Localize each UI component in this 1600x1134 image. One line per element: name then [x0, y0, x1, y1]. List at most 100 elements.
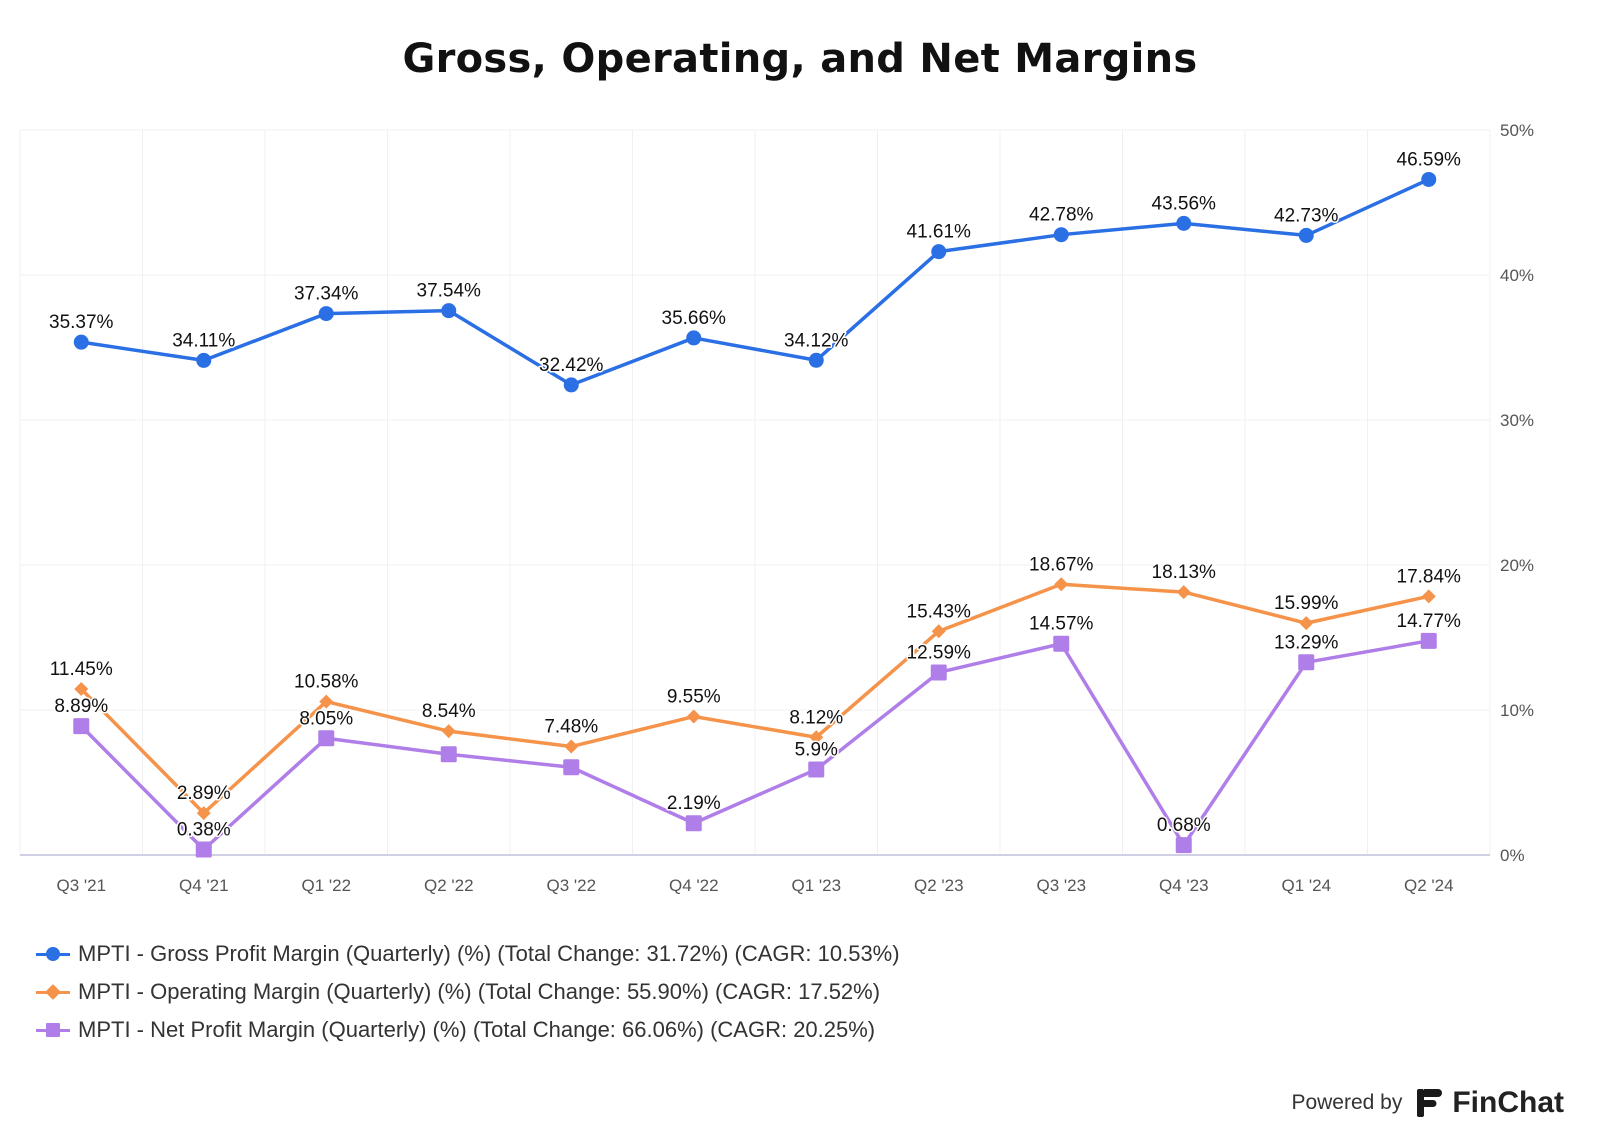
data-point-circle: [441, 303, 457, 319]
data-point-square: [440, 746, 457, 763]
data-label: 41.61%: [907, 222, 972, 243]
data-label: 8.12%: [789, 707, 843, 728]
y-tick-label: 20%: [1500, 556, 1534, 575]
data-label: 7.48%: [544, 717, 598, 738]
data-point-square: [1175, 837, 1192, 854]
data-point-square: [808, 761, 825, 778]
data-point-diamond: [196, 806, 211, 821]
data-label: 11.45%: [50, 659, 113, 680]
x-tick-label: Q1 '24: [1281, 876, 1331, 895]
data-point-square: [195, 841, 212, 858]
x-tick-label: Q4 '21: [179, 876, 229, 895]
data-point-square: [1053, 635, 1070, 652]
data-label: 35.66%: [662, 308, 727, 329]
y-tick-label: 30%: [1500, 411, 1534, 430]
legend-label: MPTI - Operating Margin (Quarterly) (%) …: [78, 979, 881, 1004]
data-point-diamond: [1299, 616, 1314, 631]
data-point-square: [73, 718, 90, 735]
data-label: 37.34%: [294, 284, 359, 305]
legend-item-gross-margin[interactable]: MPTI - Gross Profit Margin (Quarterly) (…: [36, 935, 900, 973]
finchat-logo-icon: [1417, 1089, 1443, 1117]
x-tick-label: Q1 '22: [301, 876, 351, 895]
data-label: 8.54%: [422, 701, 476, 722]
data-label: 17.84%: [1397, 566, 1462, 587]
data-point-circle: [1298, 227, 1314, 243]
data-label: 34.12%: [784, 330, 849, 351]
data-point-diamond: [809, 730, 824, 745]
legend-item-operating-margin[interactable]: MPTI - Operating Margin (Quarterly) (%) …: [36, 973, 900, 1011]
data-label: 0.38%: [177, 819, 231, 840]
series-line-circle: [79, 177, 1431, 387]
data-point-diamond: [1176, 585, 1191, 600]
data-label: 10.58%: [294, 672, 359, 693]
data-point-circle: [808, 352, 824, 368]
x-tick-label: Q2 '24: [1404, 876, 1454, 895]
y-tick-label: 0%: [1500, 846, 1525, 865]
data-point-circle: [1053, 227, 1069, 243]
data-labels: 35.37% 34.11% 37.34% 37.54% 32.42% 35.66% 34.1…: [48, 148, 1463, 842]
x-tick-label: Q4 '23: [1159, 876, 1209, 895]
legend-item-net-margin[interactable]: MPTI - Net Profit Margin (Quarterly) (%)…: [36, 1011, 900, 1049]
legend-circle-marker-icon: [36, 944, 70, 964]
data-point-diamond: [931, 624, 946, 639]
data-label: 43.56%: [1152, 193, 1217, 214]
axes: 0% 10% 20% 30% 40% 50% Q3 '21 Q4 '21 Q1 '22 Q2 '2…: [20, 121, 1534, 895]
data-point-diamond: [1054, 577, 1069, 592]
data-point-diamond: [74, 681, 89, 696]
y-tick-label: 10%: [1500, 701, 1534, 720]
data-label: 37.54%: [417, 281, 482, 302]
data-point-circle: [931, 244, 947, 260]
powered-by-branding[interactable]: Powered by FinChat: [1291, 1086, 1564, 1120]
x-tick-label: Q2 '22: [424, 876, 474, 895]
data-point-diamond: [686, 709, 701, 724]
x-tick-label: Q4 '22: [669, 876, 719, 895]
data-label: 15.43%: [907, 601, 972, 622]
data-label: 12.59%: [907, 642, 972, 663]
x-tick-label: Q2 '23: [914, 876, 964, 895]
x-tick-label: Q1 '23: [791, 876, 841, 895]
data-label: 2.89%: [177, 783, 231, 804]
data-label: 32.42%: [539, 355, 604, 376]
legend-diamond-marker-icon: [36, 982, 70, 1002]
data-label: 42.73%: [1274, 205, 1339, 226]
data-point-diamond: [1421, 589, 1436, 604]
data-point-square: [1298, 654, 1315, 671]
data-point-circle: [1421, 171, 1437, 187]
x-tick-label: Q3 '21: [56, 876, 106, 895]
data-point-square: [563, 759, 580, 776]
data-label: 14.77%: [1397, 611, 1462, 632]
legend-label: MPTI - Net Profit Margin (Quarterly) (%)…: [78, 1017, 876, 1042]
data-point-circle: [1176, 215, 1192, 231]
x-tick-label: Q3 '23: [1036, 876, 1086, 895]
x-tick-label: Q3 '22: [546, 876, 596, 895]
data-label: 13.29%: [1274, 632, 1339, 653]
data-label: 8.89%: [54, 696, 108, 717]
data-label: 14.57%: [1029, 614, 1094, 635]
data-point-circle: [196, 352, 212, 368]
data-label: 8.05%: [299, 708, 353, 729]
data-label: 35.37%: [49, 312, 114, 333]
data-point-circle: [563, 377, 579, 393]
data-label: 46.59%: [1397, 149, 1462, 170]
data-label: 2.19%: [667, 793, 721, 814]
legend-square-marker-icon: [36, 1020, 70, 1040]
legend-label: MPTI - Gross Profit Margin (Quarterly) (…: [78, 941, 900, 966]
series-plot: [73, 171, 1437, 858]
data-point-circle: [73, 334, 89, 350]
data-point-circle: [686, 330, 702, 346]
data-label: 18.67%: [1029, 554, 1094, 575]
data-label: 0.68%: [1157, 815, 1211, 836]
y-tick-label: 40%: [1500, 266, 1534, 285]
data-label: 18.13%: [1152, 562, 1217, 583]
data-point-circle: [318, 306, 334, 322]
data-point-diamond: [441, 724, 456, 739]
data-point-square: [685, 815, 702, 832]
data-label: 42.78%: [1029, 205, 1094, 226]
data-label: 34.11%: [172, 330, 235, 351]
data-point-square: [930, 664, 947, 681]
data-label: 5.9%: [795, 739, 838, 760]
powered-by-text: Powered by: [1291, 1091, 1403, 1114]
data-point-diamond: [319, 694, 334, 709]
data-label: 9.55%: [667, 687, 721, 708]
